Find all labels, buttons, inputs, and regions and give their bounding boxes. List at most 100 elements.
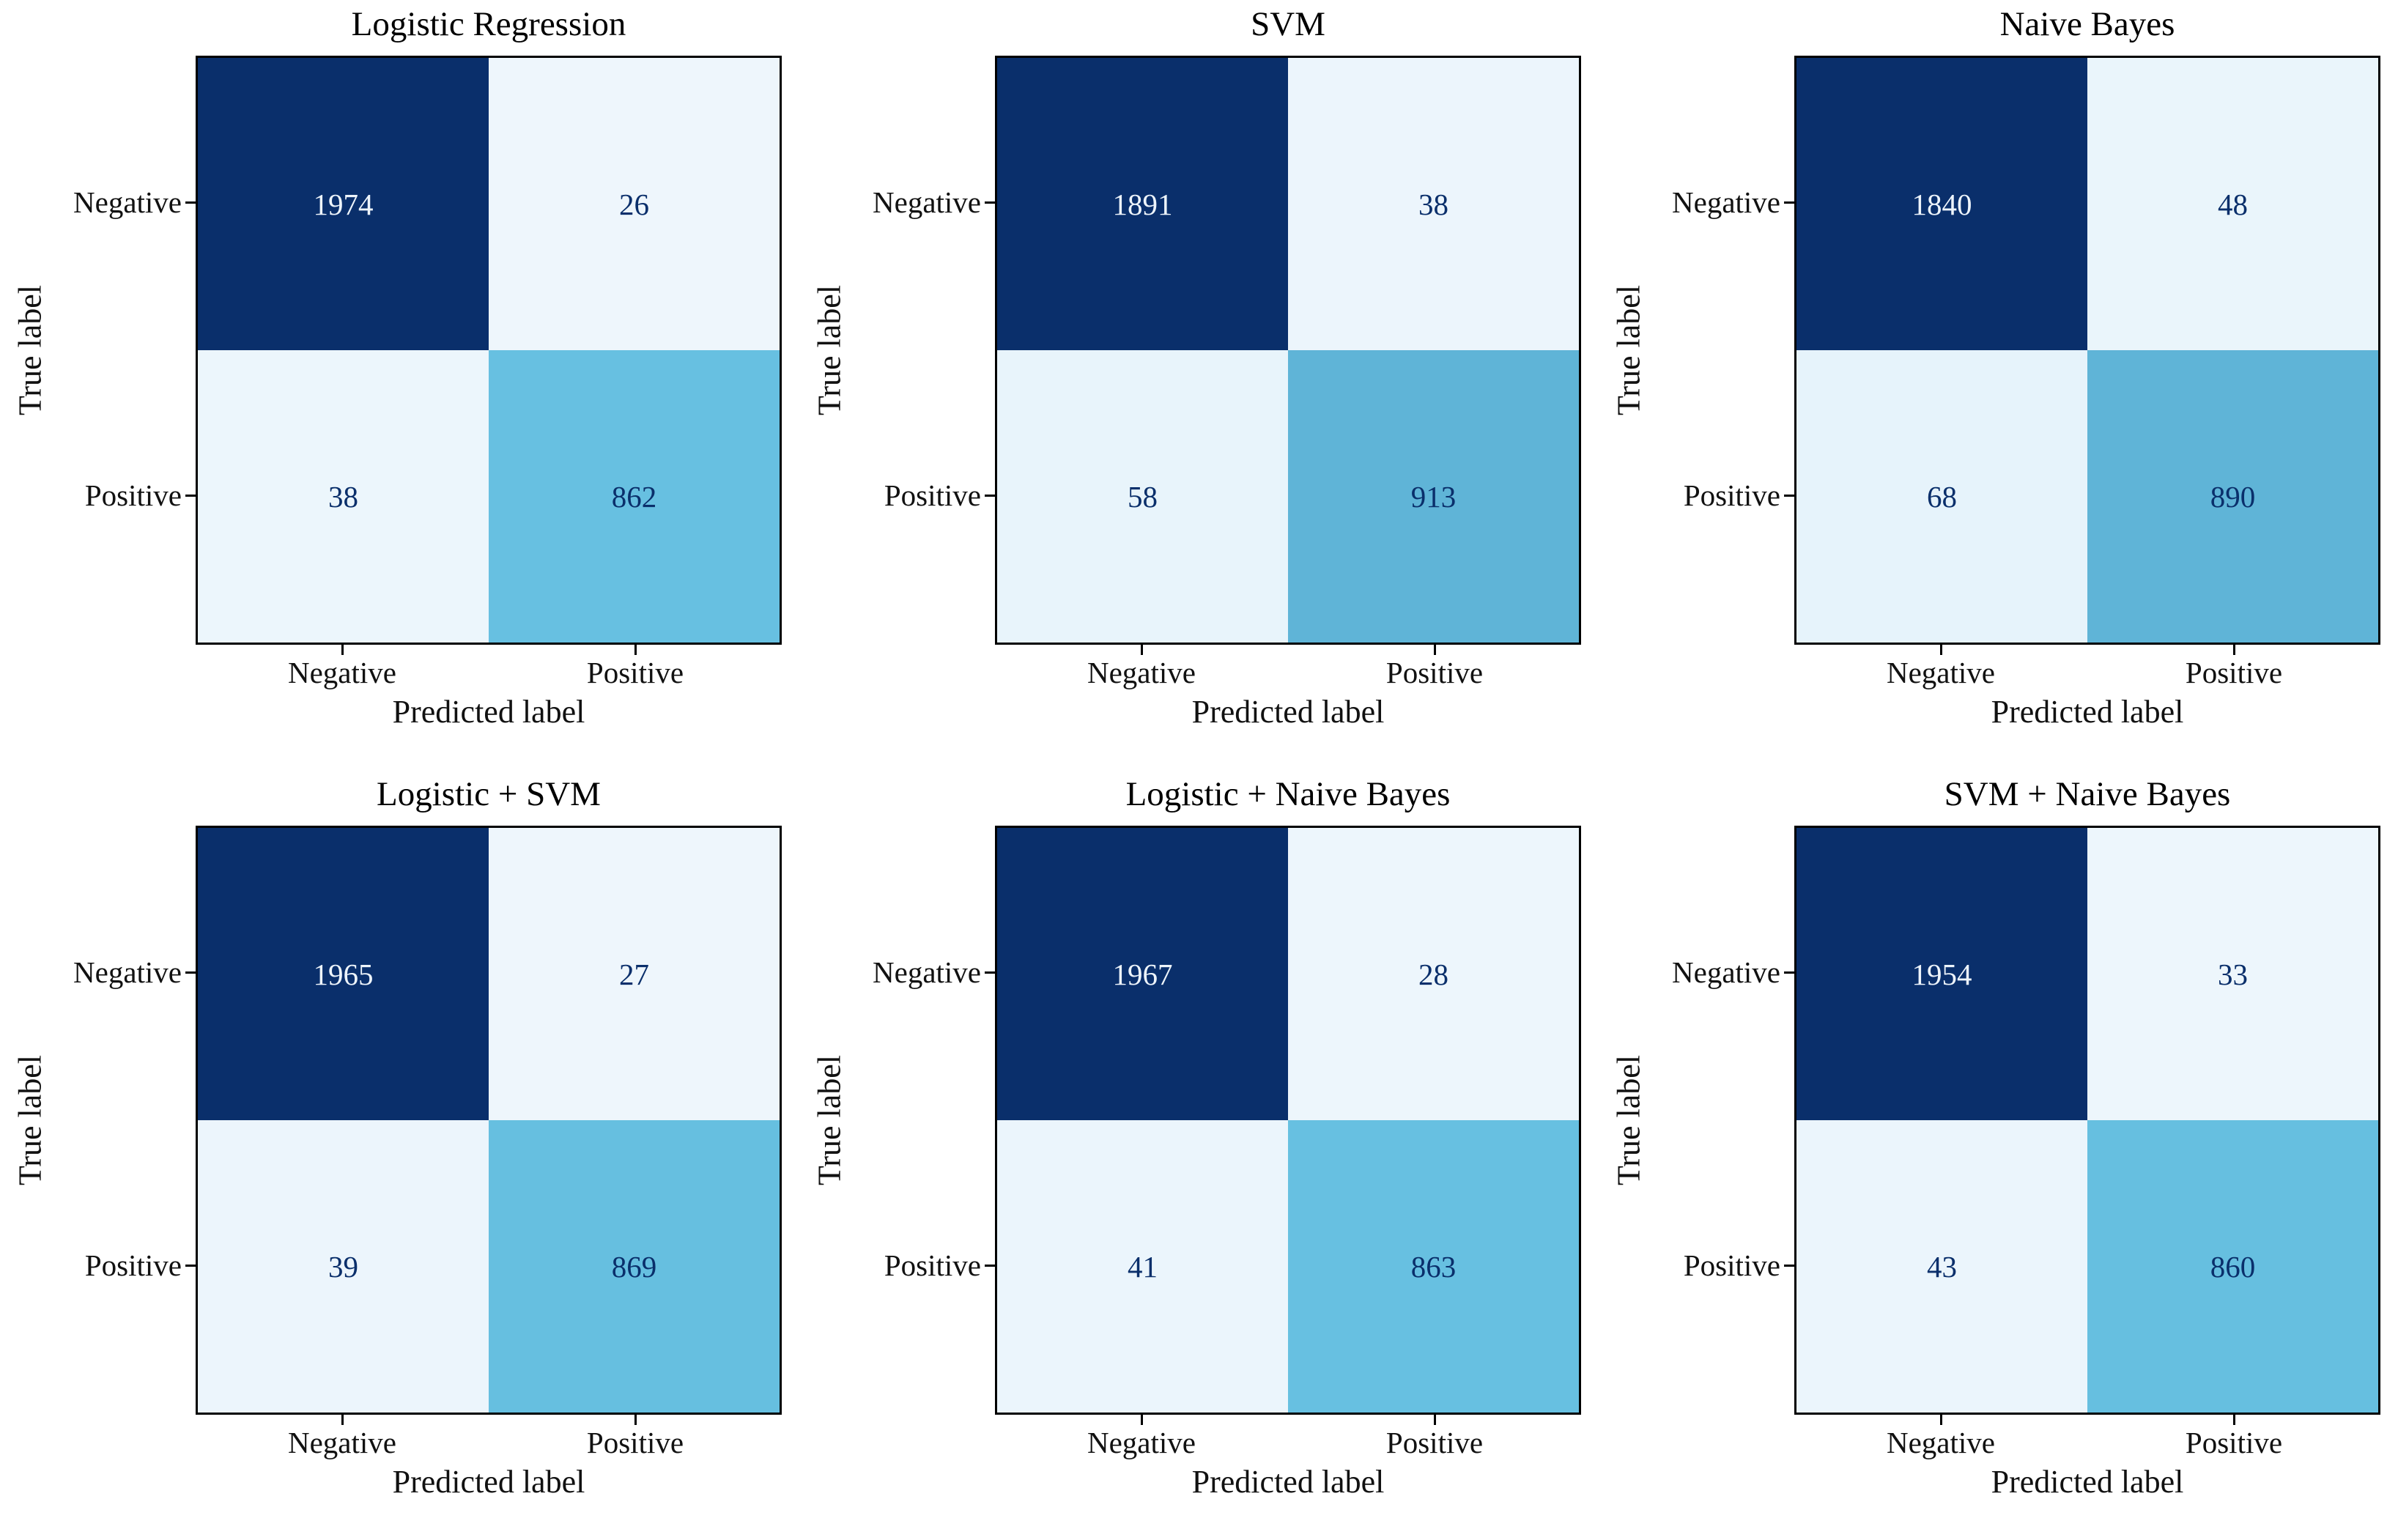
x-tick-label: Positive [1385,1426,1484,1459]
matrix-cell-false-positive: 38 [1288,58,1579,350]
subplot-logistic-regression: Logistic Regression True label Negative … [0,0,799,770]
matrix-cell-false-negative: 39 [198,1120,489,1413]
subplot-naive-bayes: Naive Bayes True label Negative Positive… [1599,0,2398,770]
matrix-cell-true-negative: 1840 [1796,58,2087,350]
tick-mark [985,201,995,204]
y-tick-label: Negative [873,185,981,219]
matrix-cell-false-positive: 33 [2087,828,2378,1120]
matrix-cell-true-negative: 1965 [198,828,489,1120]
matrix-cell-true-positive: 860 [2087,1120,2378,1413]
y-tick-label: Positive [1683,1248,1780,1282]
tick-mark [1940,1415,1942,1425]
subplot-title: Logistic Regression [351,5,626,43]
tick-mark [1434,1415,1436,1425]
subplot-title: SVM + Naive Bayes [1944,775,2231,813]
matrix-cell-false-positive: 28 [1288,828,1579,1120]
y-axis-label: True label [1610,284,1647,416]
subplot-title: Naive Bayes [1999,5,2175,43]
subplot-logistic-plus-naive-bayes: Logistic + Naive Bayes True label Negati… [799,770,1599,1540]
y-tick-label: Positive [84,1248,182,1282]
x-tick-label: Negative [1887,656,1995,689]
y-axis-label: True label [1610,1054,1647,1186]
x-tick-label: Positive [1385,656,1484,689]
matrix-cell-false-positive: 48 [2087,58,2378,350]
tick-mark [985,971,995,974]
tick-mark [2233,645,2235,655]
y-tick-label: Positive [884,1248,981,1282]
y-axis-label: True label [811,1054,848,1186]
x-tick-label: Negative [1087,1426,1196,1459]
heatmap-matrix: 1891 38 58 913 [995,56,1581,645]
subplot-title: Logistic + Naive Bayes [1125,775,1451,813]
y-tick-label: Negative [73,185,182,219]
matrix-cell-true-positive: 862 [489,350,780,643]
y-tick-label: Negative [1672,955,1780,989]
tick-mark [185,495,196,497]
tick-mark [634,1415,637,1425]
x-axis-label: Predicted label [392,1464,585,1500]
matrix-cell-false-positive: 26 [489,58,780,350]
subplot-svm: SVM True label Negative Positive 1891 38… [799,0,1599,770]
matrix-cell-false-negative: 68 [1796,350,2087,643]
matrix-cell-false-negative: 43 [1796,1120,2087,1413]
y-tick-label: Negative [73,955,182,989]
x-axis-label: Predicted label [1191,1464,1385,1500]
matrix-cell-true-negative: 1954 [1796,828,2087,1120]
tick-mark [1141,645,1143,655]
y-tick-label: Positive [884,478,981,512]
matrix-cell-true-positive: 913 [1288,350,1579,643]
y-axis-label: True label [811,284,848,416]
y-tick-label: Positive [1683,478,1780,512]
x-tick-label: Negative [288,1426,396,1459]
x-tick-label: Positive [2185,1426,2283,1459]
matrix-cell-false-negative: 41 [997,1120,1288,1413]
x-tick-label: Negative [1087,656,1196,689]
heatmap-matrix: 1840 48 68 890 [1794,56,2380,645]
subplot-svm-plus-naive-bayes: SVM + Naive Bayes True label Negative Po… [1599,770,2398,1540]
matrix-cell-false-positive: 27 [489,828,780,1120]
tick-mark [1141,1415,1143,1425]
tick-mark [634,645,637,655]
x-axis-label: Predicted label [392,694,585,730]
matrix-cell-true-positive: 890 [2087,350,2378,643]
tick-mark [341,645,344,655]
x-tick-label: Positive [586,1426,684,1459]
heatmap-matrix: 1965 27 39 869 [196,826,782,1415]
tick-mark [341,1415,344,1425]
subplot-title: Logistic + SVM [377,775,601,813]
y-axis-label: True label [12,1054,48,1186]
tick-mark [1784,971,1794,974]
heatmap-matrix: 1954 33 43 860 [1794,826,2380,1415]
x-axis-label: Predicted label [1191,694,1385,730]
tick-mark [185,971,196,974]
y-tick-label: Positive [84,478,182,512]
tick-mark [1940,645,1942,655]
tick-mark [1784,1265,1794,1267]
heatmap-matrix: 1967 28 41 863 [995,826,1581,1415]
matrix-cell-true-negative: 1974 [198,58,489,350]
matrix-cell-false-negative: 38 [198,350,489,643]
heatmap-matrix: 1974 26 38 862 [196,56,782,645]
x-tick-label: Positive [2185,656,2283,689]
matrix-cell-true-positive: 869 [489,1120,780,1413]
x-tick-label: Negative [288,656,396,689]
y-tick-label: Negative [1672,185,1780,219]
tick-mark [185,1265,196,1267]
x-axis-label: Predicted label [1991,1464,2184,1500]
tick-mark [1784,495,1794,497]
y-tick-label: Negative [873,955,981,989]
tick-mark [2233,1415,2235,1425]
matrix-cell-true-positive: 863 [1288,1120,1579,1413]
matrix-cell-true-negative: 1967 [997,828,1288,1120]
matrix-cell-true-negative: 1891 [997,58,1288,350]
matrix-cell-false-negative: 58 [997,350,1288,643]
tick-mark [1784,201,1794,204]
y-axis-label: True label [12,284,48,416]
subplot-logistic-plus-svm: Logistic + SVM True label Negative Posit… [0,770,799,1540]
tick-mark [985,495,995,497]
x-tick-label: Positive [586,656,684,689]
tick-mark [1434,645,1436,655]
tick-mark [985,1265,995,1267]
x-tick-label: Negative [1887,1426,1995,1459]
